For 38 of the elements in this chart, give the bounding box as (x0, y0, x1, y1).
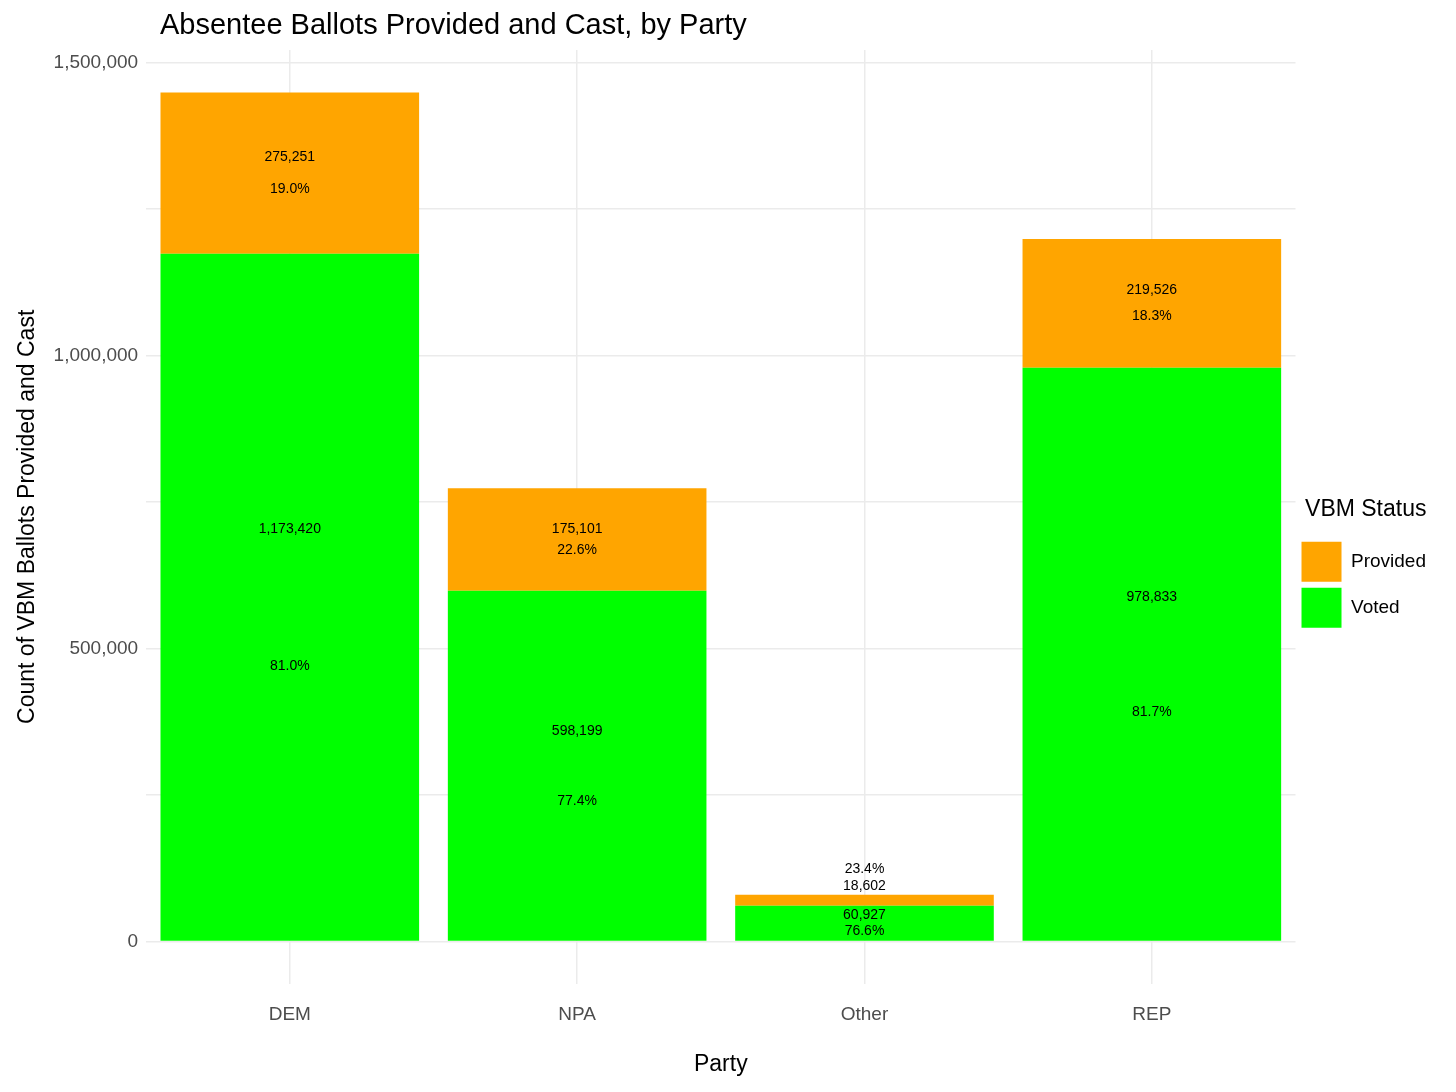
x-tick-label: DEM (268, 1003, 311, 1025)
y-tick-label: 1,500,000 (53, 50, 139, 72)
x-tick-label: REP (1132, 1003, 1172, 1025)
annotation: 19.0% (269, 180, 310, 197)
data-label: 1,173,420 (258, 519, 322, 536)
bar (447, 488, 707, 591)
data-label: 219,526 (1126, 281, 1178, 298)
bar (1022, 239, 1282, 368)
bar (1022, 367, 1282, 941)
chart-title: Absentee Ballots Provided and Cast, by Party (160, 8, 747, 41)
legend-label: Provided (1351, 550, 1427, 572)
y-axis-title: Count of VBM Ballots Provided and Cast (13, 309, 40, 724)
annotation: 77.4% (557, 792, 597, 809)
legend-label: Voted (1351, 596, 1400, 618)
x-axis-title: Party (693, 1049, 749, 1076)
annotation: 81.0% (269, 657, 310, 674)
data-label: 18,602 (843, 876, 887, 893)
x-tick-label: NPA (558, 1003, 597, 1025)
annotation: 76.6% (844, 922, 885, 939)
annotation: 23.4% (844, 859, 885, 876)
y-tick-label: 0 (127, 929, 139, 951)
annotation: 22.6% (557, 540, 597, 557)
data-label: 275,251 (264, 147, 316, 164)
bar (160, 253, 420, 941)
bar (735, 894, 994, 906)
bar (447, 590, 707, 941)
data-label: 978,833 (1126, 588, 1178, 605)
y-tick-label: 500,000 (69, 636, 139, 658)
y-tick-label: 1,000,000 (53, 343, 139, 365)
bar (735, 905, 994, 941)
x-tick-label: Other (840, 1003, 889, 1025)
annotation: 81.7% (1131, 702, 1172, 719)
bar (160, 92, 420, 254)
data-label: 175,101 (551, 520, 603, 537)
annotation: 18.3% (1131, 307, 1172, 324)
data-label: 598,199 (551, 721, 603, 738)
legend-title: VBM Status (1305, 495, 1427, 522)
data-label: 60,927 (843, 906, 887, 923)
